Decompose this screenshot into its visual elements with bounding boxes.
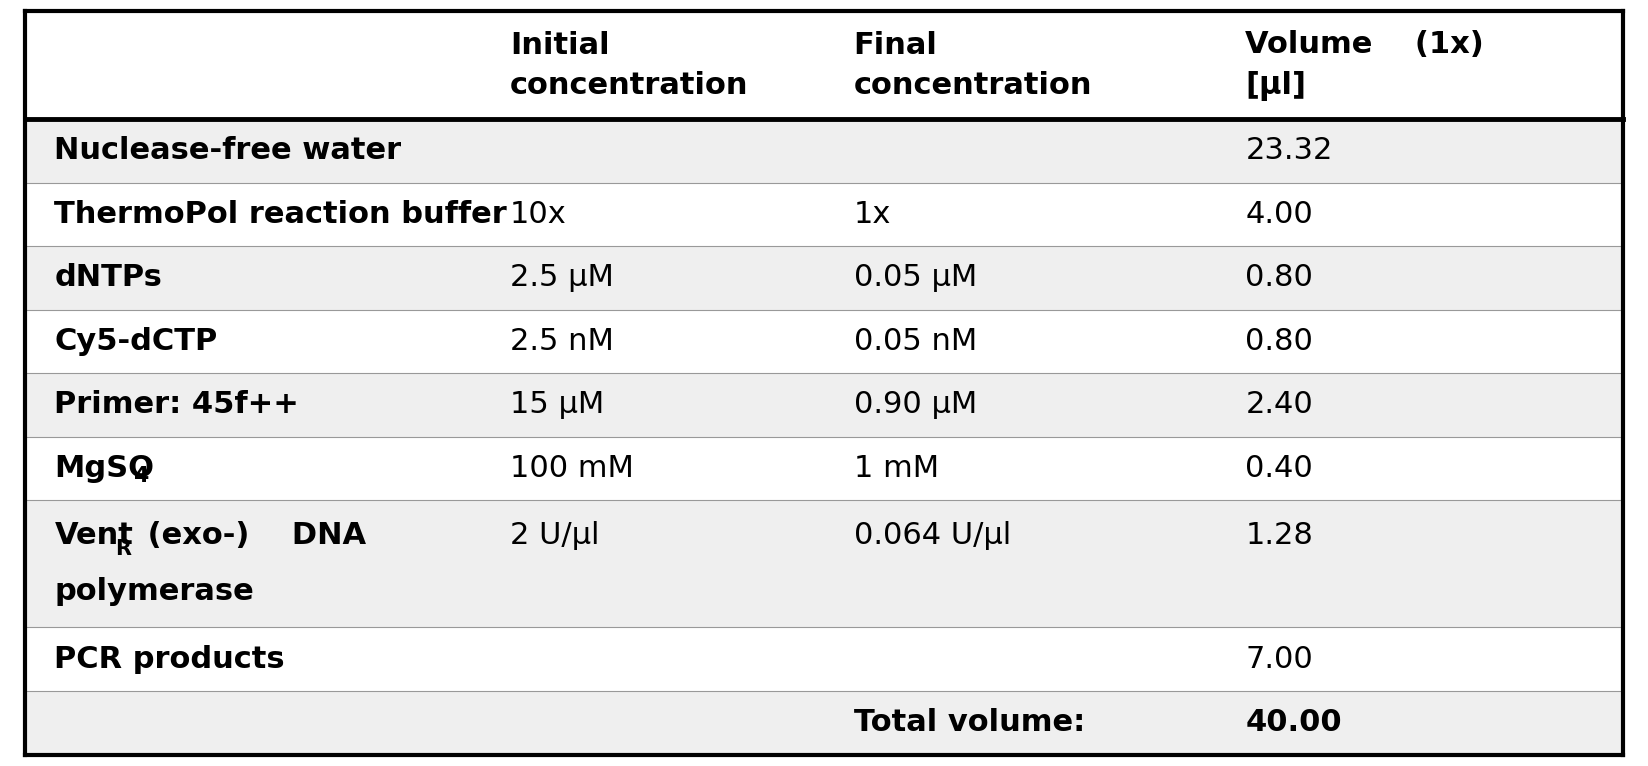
Text: Initial
concentration: Initial concentration — [509, 31, 748, 100]
Text: 0.05 nM: 0.05 nM — [854, 327, 977, 356]
Bar — [25, 246, 1623, 309]
Text: polymerase: polymerase — [54, 578, 254, 607]
Text: dNTPs: dNTPs — [54, 264, 162, 293]
Text: 2.5 μM: 2.5 μM — [509, 264, 613, 293]
Bar — [25, 437, 1623, 500]
Text: 40.00: 40.00 — [1246, 709, 1341, 737]
Text: 1x: 1x — [854, 200, 892, 229]
Text: ThermoPol reaction buffer: ThermoPol reaction buffer — [54, 200, 508, 229]
Text: 0.80: 0.80 — [1246, 264, 1313, 293]
Text: 15 μM: 15 μM — [509, 391, 605, 420]
Text: Volume    (1x)
[μl]: Volume (1x) [μl] — [1246, 30, 1485, 100]
Text: 100 mM: 100 mM — [509, 454, 634, 483]
Bar — [25, 11, 1623, 119]
Text: R: R — [115, 538, 132, 558]
Bar — [25, 627, 1623, 691]
Text: (exo-)    DNA: (exo-) DNA — [137, 522, 366, 551]
Text: 7.00: 7.00 — [1246, 645, 1313, 673]
Text: 2.40: 2.40 — [1246, 391, 1313, 420]
Bar — [25, 373, 1623, 437]
Text: Final
concentration: Final concentration — [854, 31, 1093, 100]
Text: MgSO: MgSO — [54, 454, 155, 483]
Text: PCR products: PCR products — [54, 645, 285, 673]
Text: 0.40: 0.40 — [1246, 454, 1313, 483]
Text: 1.28: 1.28 — [1246, 522, 1313, 551]
Text: 4: 4 — [135, 466, 150, 486]
Text: 23.32: 23.32 — [1246, 136, 1333, 165]
Bar — [25, 182, 1623, 246]
Text: Cy5-dCTP: Cy5-dCTP — [54, 327, 218, 356]
Text: 2 U/μl: 2 U/μl — [509, 522, 600, 551]
Text: 2.5 nM: 2.5 nM — [509, 327, 613, 356]
Bar — [25, 119, 1623, 182]
Text: Primer: 45f++: Primer: 45f++ — [54, 391, 300, 420]
Bar — [25, 500, 1623, 627]
Text: 4.00: 4.00 — [1246, 200, 1313, 229]
Text: 0.064 U/μl: 0.064 U/μl — [854, 522, 1010, 551]
Text: 0.90 μM: 0.90 μM — [854, 391, 977, 420]
Text: Total volume:: Total volume: — [854, 709, 1084, 737]
Text: 1 mM: 1 mM — [854, 454, 939, 483]
Bar — [25, 691, 1623, 755]
Text: 0.05 μM: 0.05 μM — [854, 264, 977, 293]
Text: Nuclease-free water: Nuclease-free water — [54, 136, 402, 165]
Bar — [25, 309, 1623, 373]
Text: 10x: 10x — [509, 200, 567, 229]
Text: Vent: Vent — [54, 522, 133, 551]
Text: 0.80: 0.80 — [1246, 327, 1313, 356]
